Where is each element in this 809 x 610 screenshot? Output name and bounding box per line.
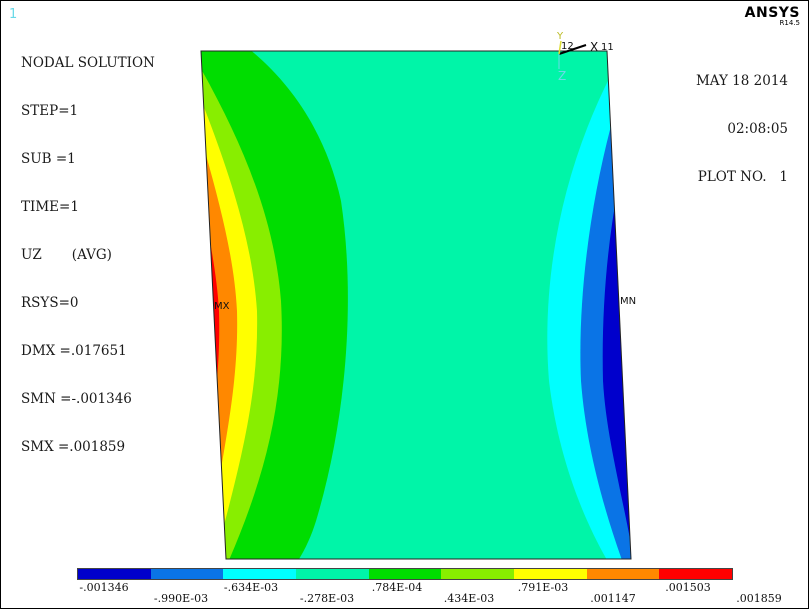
info-line: SMX =.001859 [21,439,126,455]
legend-label: .791E-03 [517,581,569,594]
legend-swatch [368,569,442,579]
plot-date: MAY 18 2014 [695,73,788,89]
legend-label: .001859 [736,592,782,605]
plate-outline [200,50,632,560]
legend-swatch [78,569,151,579]
legend-label: -.634E-03 [223,581,279,594]
info-line: TIME=1 [21,199,79,215]
legend-swatch [586,569,660,579]
max-marker: MX [214,301,230,312]
legend-label: -.001346 [79,581,129,594]
legend-swatch [514,569,587,579]
legend-swatch [223,569,297,579]
ansys-logo: ANSYS R14.5 [745,5,800,27]
info-line: DMX =.017651 [21,343,127,359]
solution-info: NODAL SOLUTION STEP=1 SUB =1 TIME=1 UZ (… [21,23,155,487]
triad-z-label: Z [558,69,567,83]
legend-label: .784E-04 [371,581,423,594]
node-label-11: 11 [601,42,614,53]
window-number: 1 [9,7,18,22]
legend-label: .001503 [665,581,711,594]
min-marker: MN [620,296,637,307]
legend-label: .434E-03 [443,592,495,605]
timestamp-block: MAY 18 2014 02:08:05 PLOT NO. 1 [696,41,788,217]
triad-x-axis [558,44,587,55]
legend-label: -.990E-03 [153,592,209,605]
legend-label: -.278E-03 [299,592,355,605]
info-line: SMN =-.001346 [21,391,132,407]
triad-x-label: X [590,40,599,54]
legend-swatch [441,569,515,579]
legend-swatch [296,569,369,579]
plot-number: PLOT NO. 1 [697,169,788,185]
info-line: RSYS=0 [21,295,79,311]
legend-swatch [659,569,733,579]
info-line: SUB =1 [21,151,76,167]
contour-legend-bar [77,568,733,580]
plot-title: NODAL SOLUTION [21,55,155,71]
node-label-12: 12 [561,41,574,52]
plot-time: 02:08:05 [727,121,788,137]
coordinate-triad [558,40,587,69]
info-line: UZ (AVG) [21,247,112,263]
triad-y-axis [558,40,562,55]
info-line: STEP=1 [21,103,79,119]
contour-band-neg-990e-03 [602,51,631,559]
brand-name: ANSYS [744,5,800,21]
legend-swatch [150,569,224,579]
brand-version: R14.5 [779,19,800,27]
legend-label: .001147 [590,592,636,605]
triad-y-label: Y [557,31,564,42]
